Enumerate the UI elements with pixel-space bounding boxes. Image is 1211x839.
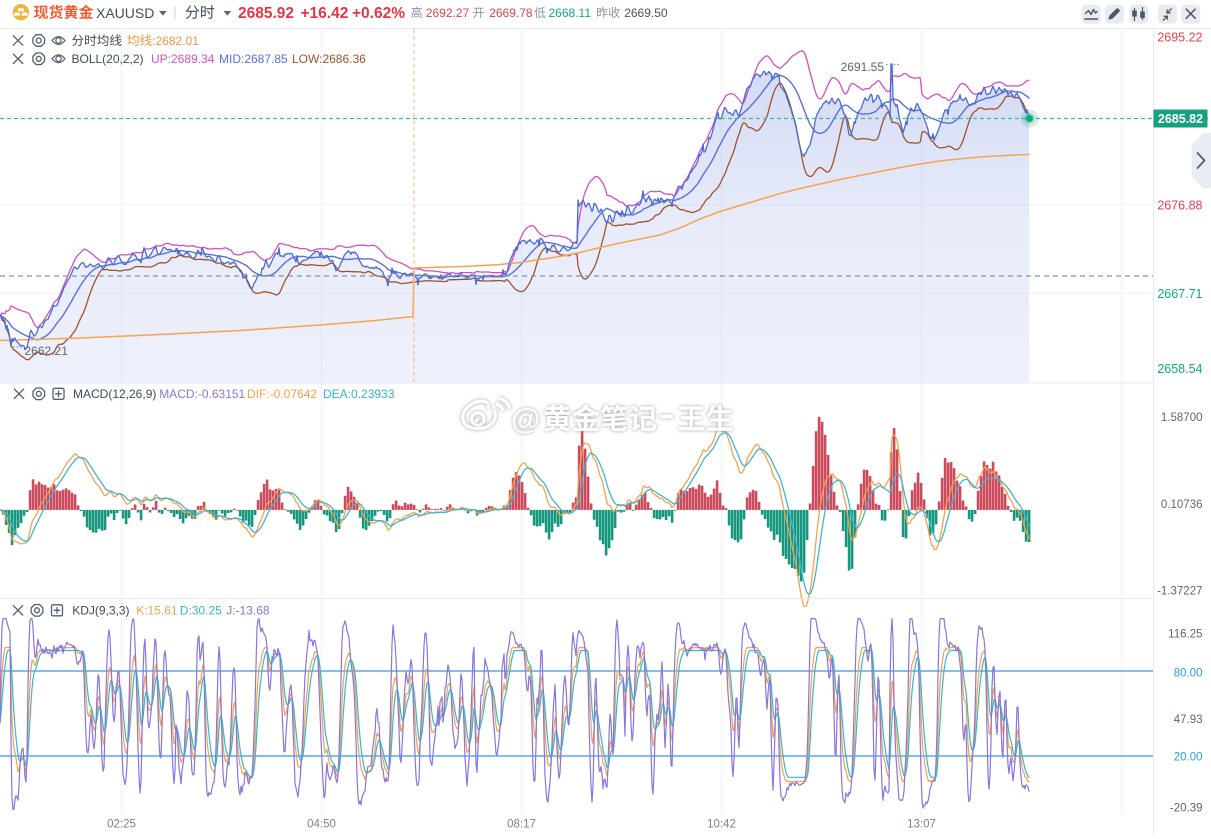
svg-text:2668.11: 2668.11: [549, 6, 592, 20]
svg-text:BOLL(20,2,2): BOLL(20,2,2): [72, 52, 144, 66]
svg-text:2658.54: 2658.54: [1157, 362, 1202, 376]
svg-text:20.00: 20.00: [1174, 752, 1203, 764]
svg-text:116.25: 116.25: [1168, 628, 1202, 640]
svg-text:-20.39: -20.39: [1170, 802, 1203, 814]
svg-text:0.10736: 0.10736: [1161, 499, 1203, 511]
svg-text:04:50: 04:50: [307, 819, 336, 831]
svg-text:2669.50: 2669.50: [624, 6, 668, 20]
svg-text:LOW:2686.36: LOW:2686.36: [292, 52, 366, 66]
svg-text:2685.82: 2685.82: [1158, 112, 1203, 126]
svg-text:+16.42: +16.42: [301, 5, 349, 22]
svg-text:1.58700: 1.58700: [1161, 412, 1203, 424]
svg-text:2695.22: 2695.22: [1157, 31, 1202, 45]
svg-text:2692.27: 2692.27: [426, 6, 470, 20]
svg-text:UP:2689.34: UP:2689.34: [151, 52, 215, 66]
svg-text:KDJ(9,3,3): KDJ(9,3,3): [72, 604, 129, 618]
svg-text:13:07: 13:07: [907, 819, 936, 831]
svg-text::2682.01: :2682.01: [152, 34, 199, 48]
svg-text:2691.55: 2691.55: [841, 60, 885, 74]
svg-text:@: @: [511, 403, 540, 436]
svg-text:DIF:-0.07642: DIF:-0.07642: [247, 387, 317, 401]
svg-text:MACD:-0.63151: MACD:-0.63151: [159, 387, 245, 401]
svg-text:D:30.25: D:30.25: [180, 604, 222, 618]
svg-text:MACD(12,26,9): MACD(12,26,9): [73, 387, 156, 401]
svg-text:2676.88: 2676.88: [1157, 198, 1202, 212]
svg-text:10:42: 10:42: [707, 819, 736, 831]
svg-text:-1.37227: -1.37227: [1157, 586, 1202, 598]
svg-text:J:-13.68: J:-13.68: [226, 604, 270, 618]
svg-text:XAUUSD: XAUUSD: [96, 5, 154, 21]
svg-text:47.93: 47.93: [1174, 714, 1203, 726]
svg-text:K:15.61: K:15.61: [136, 604, 178, 618]
svg-text:08:17: 08:17: [507, 819, 536, 831]
svg-text:02:25: 02:25: [107, 819, 136, 831]
svg-text:80.00: 80.00: [1174, 668, 1203, 680]
svg-text:2669.78: 2669.78: [489, 6, 533, 20]
svg-text:2667.71: 2667.71: [1157, 287, 1202, 301]
svg-text:DEA:0.23933: DEA:0.23933: [323, 387, 395, 401]
svg-text:2662.21: 2662.21: [25, 344, 69, 358]
svg-text:2685.92: 2685.92: [238, 5, 294, 22]
svg-text:+0.62%: +0.62%: [352, 5, 405, 22]
svg-text:MID:2687.85: MID:2687.85: [219, 52, 288, 66]
